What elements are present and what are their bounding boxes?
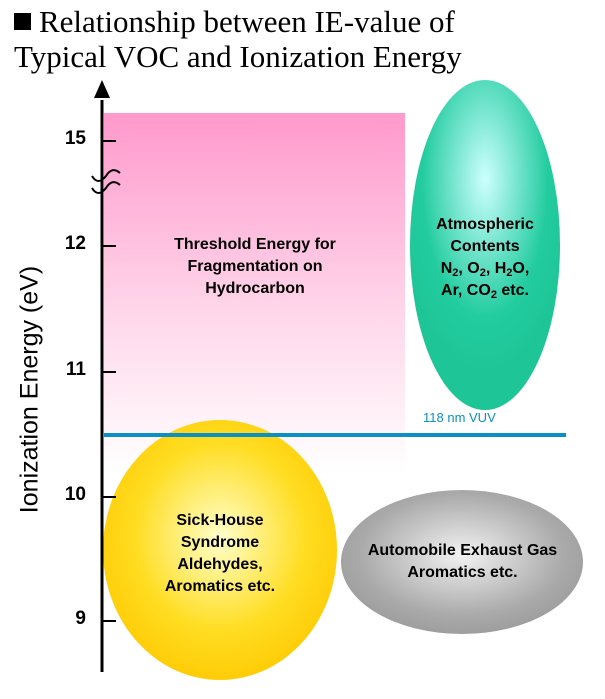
sick-line: Sick-House <box>176 512 264 529</box>
auto-line: Aromatics etc. <box>407 564 518 581</box>
auto-line: Automobile Exhaust Gas <box>367 542 558 559</box>
atm-line: Atmospheric <box>436 216 534 233</box>
title-line-2: Typical VOC and Ionization Energy <box>14 39 462 74</box>
y-axis-label: Ionization Energy (eV) <box>15 265 44 514</box>
sickhouse-label: Sick-House Syndrome Aldehydes, Aromatics… <box>120 510 320 598</box>
title-line-1: Relationship between IE-value of <box>39 4 455 39</box>
sickhouse-ellipse <box>103 420 337 680</box>
sick-line: Aldehydes, <box>177 556 263 573</box>
atmospheric-label: Atmospheric Contents N2, O2, H2O, Ar, CO… <box>410 214 560 302</box>
ticks <box>102 140 116 622</box>
atmospheric-ellipse <box>410 80 560 410</box>
automobile-label: Automobile Exhaust Gas Aromatics etc. <box>340 540 585 584</box>
title: Relationship between IE-value of Typical… <box>14 4 462 74</box>
axis-arrow-icon <box>94 80 110 98</box>
threshold-region <box>104 113 405 473</box>
tick-label-12: 12 <box>64 233 86 254</box>
threshold-line: Threshold Energy for <box>174 236 336 253</box>
threshold-label: Threshold Energy for Fragmentation on Hy… <box>120 234 390 300</box>
atm-line: Contents <box>450 238 520 255</box>
sick-line: Syndrome <box>180 534 260 551</box>
axis-break-icon <box>91 169 121 194</box>
tick-label-15: 15 <box>64 128 86 149</box>
automobile-ellipse <box>341 490 583 634</box>
threshold-line: Hydrocarbon <box>205 280 305 297</box>
atm-line: N2, O2, H2O, <box>440 260 530 279</box>
tick-label-9: 9 <box>75 608 86 629</box>
vuv-label: 118 nm VUV <box>423 410 496 425</box>
bullet-square-icon <box>14 13 31 30</box>
sick-line: Aromatics etc. <box>164 578 276 595</box>
tick-label-11: 11 <box>65 359 86 380</box>
atm-line: Ar, CO2 etc. <box>441 282 529 301</box>
threshold-line: Fragmentation on <box>187 258 323 275</box>
tick-label-10: 10 <box>64 484 86 505</box>
